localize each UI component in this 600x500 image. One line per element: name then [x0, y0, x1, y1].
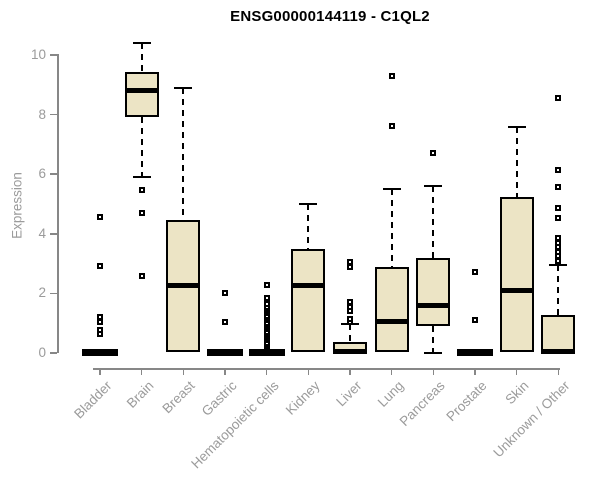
upper-whisker: [557, 265, 560, 316]
y-tick: [50, 292, 57, 295]
upper-whisker-cap: [424, 185, 443, 188]
x-tick: [224, 368, 226, 375]
upper-whisker-cap: [174, 87, 193, 90]
collapsed-box: [456, 349, 493, 357]
collapsed-box: [82, 349, 118, 357]
median-line: [499, 287, 534, 293]
y-tick: [50, 54, 57, 56]
median-line: [291, 283, 326, 289]
y-tick-label: 4: [38, 225, 46, 241]
outlier-point: [346, 264, 353, 271]
outlier-point: [471, 316, 478, 323]
x-tick: [99, 368, 101, 375]
y-tick-label: 8: [38, 106, 46, 122]
median-line: [541, 349, 576, 354]
upper-whisker: [140, 43, 143, 72]
outlier-point: [346, 315, 353, 322]
x-tick: [140, 368, 143, 375]
outlier-point: [555, 94, 562, 101]
outlier-point: [263, 294, 270, 301]
upper-whisker: [307, 204, 310, 249]
box-rect: [499, 196, 534, 353]
outlier-point: [555, 183, 562, 190]
x-tick: [182, 368, 185, 375]
outlier-point: [430, 150, 437, 157]
lower-whisker-cap: [132, 175, 151, 178]
x-tick: [265, 368, 268, 375]
box-rect: [374, 267, 409, 353]
upper-whisker-cap: [382, 188, 401, 191]
outlier-point: [555, 215, 562, 222]
y-tick-label: 6: [38, 166, 46, 182]
median-line: [332, 349, 367, 354]
median-line: [124, 88, 159, 94]
upper-whisker: [515, 126, 518, 197]
outlier-point: [138, 273, 145, 280]
x-tick: [557, 368, 559, 375]
y-tick: [50, 352, 57, 354]
x-tick: [349, 368, 351, 375]
median-line: [166, 283, 201, 289]
upper-whisker-cap: [132, 42, 151, 45]
outlier-point: [346, 259, 353, 266]
box-rect: [291, 248, 326, 353]
y-tick: [50, 233, 57, 235]
y-tick: [50, 173, 57, 175]
lower-whisker: [140, 116, 143, 177]
outlier-point: [263, 282, 270, 289]
upper-whisker: [432, 186, 435, 258]
x-tick: [390, 368, 393, 375]
outlier-point: [97, 319, 103, 325]
outlier-point: [263, 300, 270, 307]
outlier-point: [555, 205, 562, 212]
x-tick: [307, 368, 310, 375]
upper-whisker-cap: [549, 264, 568, 267]
y-axis-line: [57, 54, 59, 353]
outlier-point: [346, 299, 353, 306]
upper-whisker: [390, 189, 393, 268]
y-tick: [50, 113, 57, 116]
upper-whisker: [348, 324, 351, 342]
x-tick: [432, 368, 435, 375]
lower-whisker-cap: [424, 352, 443, 354]
y-tick-label: 2: [38, 285, 46, 301]
lower-whisker: [432, 325, 435, 353]
box-rect: [124, 71, 159, 117]
y-tick-label: 10: [30, 47, 46, 62]
outlier-point: [388, 122, 395, 129]
collapsed-box: [206, 349, 243, 357]
box-rect: [541, 315, 576, 353]
upper-whisker-cap: [299, 203, 318, 205]
outlier-point: [555, 167, 562, 174]
outlier-point: [221, 318, 228, 325]
outlier-point: [555, 235, 562, 242]
outlier-point: [221, 289, 228, 296]
median-line: [416, 302, 451, 308]
outlier-point: [138, 186, 145, 193]
chart-title: ENSG00000144119 - C1QL2: [230, 8, 430, 25]
median-line: [374, 319, 409, 325]
box-rect: [416, 257, 451, 326]
x-axis-line: [93, 368, 560, 370]
x-tick: [474, 368, 476, 375]
outlier-point: [388, 72, 395, 79]
upper-whisker: [182, 88, 185, 221]
outlier-point: [97, 262, 103, 269]
outlier-point: [97, 313, 103, 320]
outlier-point: [97, 214, 103, 221]
outlier-point: [97, 327, 103, 334]
upper-whisker-cap: [507, 125, 526, 128]
x-tick: [515, 368, 518, 375]
collapsed-box: [248, 349, 285, 357]
outlier-point: [471, 268, 478, 275]
outlier-point: [138, 210, 145, 217]
y-tick-label: 0: [38, 345, 46, 360]
